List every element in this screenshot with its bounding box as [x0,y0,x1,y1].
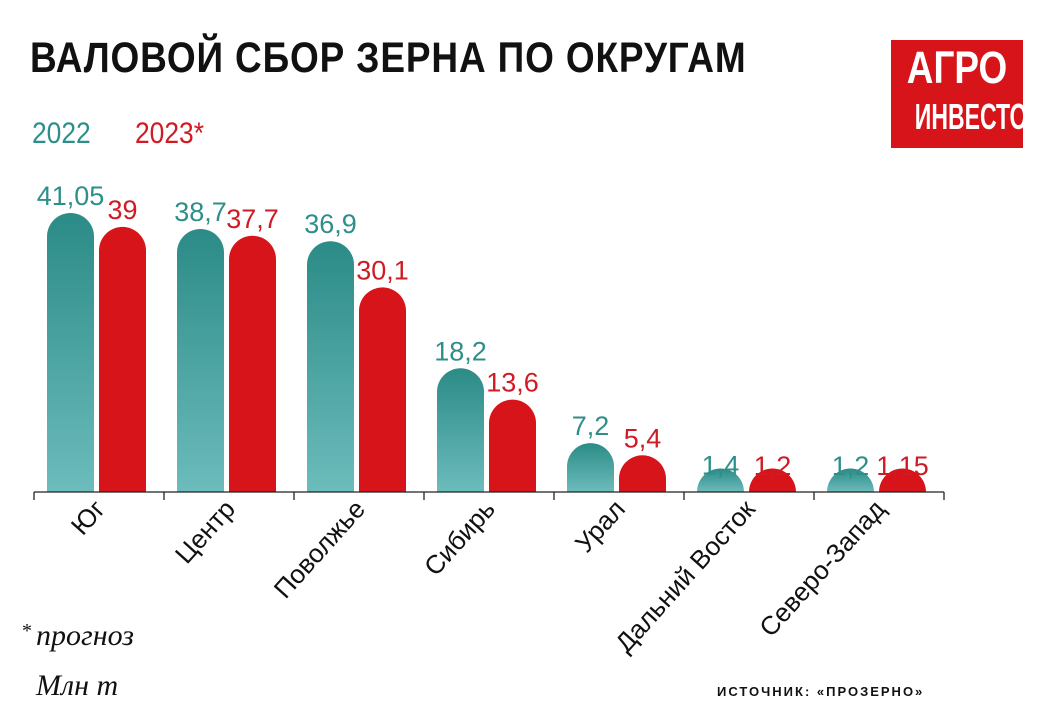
bar-2022-2 [307,241,354,492]
bar-2022-5 [697,468,744,492]
value-label-2023-5: 1,2 [754,451,792,481]
bar-2023-3 [489,399,536,492]
bars-group [47,213,926,493]
category-label-4: Урал [569,494,631,558]
category-label-3: Сибирь [418,494,501,582]
value-label-2022-5: 1,4 [702,450,740,480]
footnote-star: * [22,620,32,642]
bar-2023-1 [229,235,276,493]
category-label-5: Дальний Восток [609,493,761,657]
bar-2023-4 [619,455,666,492]
source-label: ИСТОЧНИК: «ПРОЗЕРНО» [717,684,925,699]
value-label-2023-3: 13,6 [486,368,539,398]
bar-2022-3 [437,368,484,492]
chart-title: ВАЛОВОЙ СБОР ЗЕРНА ПО ОКРУГАМ [30,34,747,82]
bar-2023-2 [359,287,406,492]
value-label-2022-0: 41,05 [37,181,105,211]
x-axis [33,491,945,500]
value-label-2023-1: 37,7 [226,204,279,234]
value-label-2022-3: 18,2 [434,336,487,366]
bar-2023-6 [879,468,926,492]
forecast-footnote: * прогноз [22,619,134,653]
unit-label: Млн т [36,669,119,702]
agroinvestor-logo: АГРО ИНВЕСТОР [891,40,1043,148]
logo-line-1: АГРО [906,42,1008,93]
legend-item-2022: 2022 [32,117,91,150]
value-label-2023-2: 30,1 [356,255,409,285]
bar-2022-1 [177,228,224,492]
category-label-6: Северо-Запад [753,494,891,642]
legend-item-2023: 2023* [135,117,205,150]
footnote-text: прогноз [36,619,134,652]
category-label-1: Центр [169,494,241,569]
category-label-0: Юг [65,494,111,541]
value-label-2022-2: 36,9 [304,209,357,239]
bar-2023-0 [99,226,146,492]
value-labels-group: 41,05 39 38,7 37,7 36,9 30,1 18,213,6 7,2 5,4 1,4… [37,181,929,481]
bar-2022-4 [567,443,614,492]
bar-2022-6 [827,468,874,492]
value-label-2022-1: 38,7 [174,197,227,227]
category-label-2: Поволжье [268,494,371,604]
value-label-2023-0: 39 [107,195,137,225]
value-label-2023-4: 5,4 [624,423,662,453]
bar-2023-5 [749,468,796,492]
value-label-2023-6: 1,15 [876,451,929,481]
value-label-2022-4: 7,2 [572,411,610,441]
bar-2022-0 [47,213,94,492]
value-label-2022-6: 1,2 [832,451,870,481]
